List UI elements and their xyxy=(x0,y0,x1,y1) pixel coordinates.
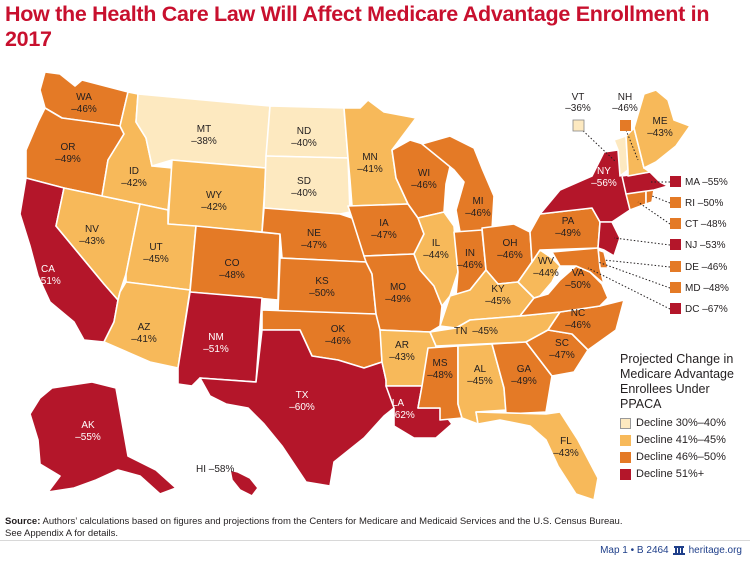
legend-swatch xyxy=(620,468,631,480)
legend-label: Decline 30%–40% xyxy=(636,417,726,429)
ne-box-nj xyxy=(670,239,681,250)
label-nm: NM –51% xyxy=(203,332,229,355)
label-vt: VT –36% xyxy=(565,92,591,114)
state-il[interactable] xyxy=(413,211,459,307)
label-mo: MO –49% xyxy=(385,282,411,305)
state-sd[interactable] xyxy=(263,155,351,215)
label-ct: CT –48% xyxy=(685,219,727,230)
label-id: ID –42% xyxy=(121,166,147,189)
label-ky: KY –45% xyxy=(485,284,511,307)
state-tx[interactable] xyxy=(199,329,395,487)
state-md[interactable] xyxy=(551,247,605,285)
label-fl: FL –43% xyxy=(553,436,579,459)
leader-lines xyxy=(577,125,671,310)
legend-item-cat1: Decline 30%–40% xyxy=(620,416,745,430)
state-hi[interactable] xyxy=(229,469,259,497)
label-mt: MT –38% xyxy=(191,124,217,147)
label-wa: WA –46% xyxy=(71,92,97,115)
label-nd: ND –40% xyxy=(291,126,317,149)
label-hi: HI –58% xyxy=(196,464,234,475)
label-tx: TX –60% xyxy=(289,390,315,413)
footer: Map 1 • B 2464 heritage.org xyxy=(600,545,742,556)
label-ga: GA –49% xyxy=(511,364,537,387)
legend-label: Decline 51%+ xyxy=(636,468,705,480)
state-nm[interactable] xyxy=(177,291,263,387)
source-line2: See Appendix A for details. xyxy=(5,528,119,539)
label-wi: WI –46% xyxy=(411,168,437,191)
ne-box-md xyxy=(670,282,681,293)
source-text: Authors’ calculations based on figures a… xyxy=(40,516,623,527)
legend-item-cat4: Decline 51%+ xyxy=(620,467,745,481)
label-la: LA –62% xyxy=(389,398,415,421)
label-il: IL –44% xyxy=(423,238,449,261)
label-al: AL –45% xyxy=(467,364,493,387)
label-va: VA –50% xyxy=(565,268,591,291)
label-in: IN –46% xyxy=(457,248,483,271)
label-dc: DC –67% xyxy=(685,304,728,315)
label-nv: NV –43% xyxy=(79,224,105,247)
label-mi: MI –46% xyxy=(465,196,491,219)
page-title: How the Health Care Law Will Affect Medi… xyxy=(5,2,710,51)
footer-divider xyxy=(0,540,750,541)
ne-box-ct xyxy=(670,218,681,229)
legend-swatch xyxy=(620,434,631,446)
label-nh: NH –46% xyxy=(612,92,638,114)
legend-label: Decline 41%–45% xyxy=(636,434,726,446)
label-co: CO –48% xyxy=(219,258,245,281)
label-ok: OK –46% xyxy=(325,324,351,347)
site-link[interactable]: heritage.org xyxy=(688,545,742,556)
label-oh: OH –46% xyxy=(497,238,523,261)
label-pa: PA –49% xyxy=(555,216,581,239)
label-ak: AK –55% xyxy=(75,420,101,443)
label-nj: NJ –53% xyxy=(685,240,726,251)
small-state-key xyxy=(572,119,681,314)
label-de: DE –46% xyxy=(685,262,727,273)
label-wv: WV –44% xyxy=(533,256,559,279)
label-ny: NY –56% xyxy=(591,166,617,189)
label-sd: SD –40% xyxy=(291,176,317,199)
label-md: MD –48% xyxy=(685,283,729,294)
source-note: Source: Authors’ calculations based on f… xyxy=(5,516,745,540)
state-fl[interactable] xyxy=(475,411,599,501)
ne-box-nh xyxy=(620,120,631,131)
ne-box-ri xyxy=(670,197,681,208)
legend-item-cat3: Decline 46%–50% xyxy=(620,450,745,464)
label-sc: SC –47% xyxy=(549,338,575,361)
ne-box-vt xyxy=(572,119,585,132)
label-ia: IA –47% xyxy=(371,218,397,241)
label-me: ME –43% xyxy=(647,116,673,139)
ne-box-dc xyxy=(670,303,681,314)
label-or: OR –49% xyxy=(55,142,81,165)
source-prefix: Source: xyxy=(5,516,41,527)
label-nc: NC –46% xyxy=(565,308,591,331)
map-id: Map 1 • B 2464 xyxy=(600,545,669,556)
label-ca: CA –51% xyxy=(35,264,61,287)
label-tn: TN –45% xyxy=(454,326,498,337)
legend-swatch xyxy=(620,417,631,429)
legend-title: Projected Change in Medicare Advantage E… xyxy=(620,352,734,411)
legend-swatch xyxy=(620,451,631,463)
legend-label: Decline 46%–50% xyxy=(636,451,726,463)
state-me[interactable] xyxy=(633,89,691,169)
label-ri: RI –50% xyxy=(685,198,723,209)
legend-item-cat2: Decline 41%–45% xyxy=(620,433,745,447)
ne-box-ma xyxy=(670,176,681,187)
label-ar: AR –43% xyxy=(389,340,415,363)
state-ri[interactable] xyxy=(645,189,655,205)
label-wy: WY –42% xyxy=(201,190,227,213)
label-mn: MN –41% xyxy=(357,152,383,175)
label-ma: MA –55% xyxy=(685,177,728,188)
label-ne: NE –47% xyxy=(301,228,327,251)
heritage-bell-icon xyxy=(672,545,685,555)
label-ms: MS –48% xyxy=(427,358,453,381)
state-vt[interactable] xyxy=(613,135,629,177)
label-ks: KS –50% xyxy=(309,276,335,299)
legend: Projected Change in Medicare Advantage E… xyxy=(620,352,745,481)
ne-box-de xyxy=(670,261,681,272)
label-az: AZ –41% xyxy=(131,322,157,345)
label-ut: UT –45% xyxy=(143,242,169,265)
state-ak[interactable] xyxy=(29,381,177,495)
